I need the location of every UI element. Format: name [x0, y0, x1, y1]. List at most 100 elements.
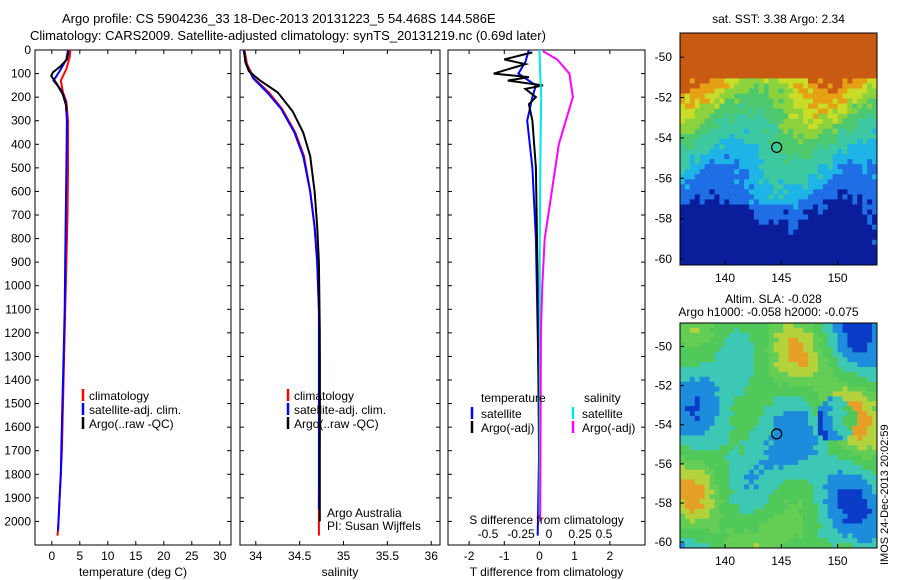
- sla_map-cell: [778, 411, 784, 417]
- sla_map-cell: [694, 386, 701, 392]
- sst_map-cell: [729, 118, 735, 125]
- sst_map-cell: [724, 118, 730, 125]
- sla_map-cell: [709, 411, 715, 417]
- sst_map-cell: [847, 68, 853, 74]
- sla_map-cell: [867, 332, 873, 339]
- sla_map-cell: [709, 425, 715, 432]
- sst_map-cell: [827, 194, 834, 200]
- sst_map-cell: [788, 189, 794, 195]
- sst_map-cell: [729, 98, 735, 105]
- sst_map-cell: [699, 149, 706, 155]
- sst_map-cell: [803, 214, 809, 221]
- sla_map-cell: [842, 489, 848, 495]
- sst_map-cell: [724, 108, 730, 115]
- sst_map-cell: [842, 48, 848, 54]
- sst_map-cell: [852, 128, 858, 135]
- sst_map-cell: [739, 219, 745, 226]
- sla_map-cell: [788, 420, 794, 427]
- sla_map-cell: [842, 518, 848, 524]
- sst_map-cell: [739, 209, 745, 215]
- sla_map-cell: [803, 386, 809, 392]
- sla_map-cell: [822, 411, 829, 417]
- sst_map-cell: [857, 184, 863, 190]
- sst_map-cell: [709, 83, 715, 89]
- sla_map-cell: [744, 371, 750, 378]
- sst_map-cell: [699, 133, 706, 140]
- sst_map-cell: [758, 128, 765, 135]
- sst_map-cell: [714, 68, 720, 74]
- sla_map-cell: [724, 445, 730, 451]
- sst_map-cell: [689, 48, 696, 54]
- sst_map-cell: [739, 204, 745, 210]
- sla_map-cell: [694, 435, 701, 441]
- sst_map-cell: [684, 239, 691, 246]
- sla_map-cell: [709, 528, 715, 534]
- sla_map-cell: [793, 411, 799, 417]
- sla_map-cell: [808, 357, 814, 363]
- sst_map-cell: [788, 133, 794, 140]
- sst_map-cell: [842, 194, 848, 200]
- sla_map-cell: [773, 347, 779, 353]
- sst_map-cell: [808, 128, 814, 135]
- sst_map-cell: [689, 179, 696, 185]
- sst_map-cell: [744, 118, 750, 125]
- sla_map-cell: [709, 327, 715, 334]
- sst_map-cell: [763, 159, 770, 165]
- sst_map-cell: [719, 149, 725, 155]
- sla_map-cell: [694, 425, 701, 432]
- sst_map-cell: [709, 43, 715, 49]
- sla_map-cell: [680, 332, 686, 339]
- sst_map-cell: [684, 48, 691, 54]
- sla_map-cell: [808, 332, 814, 339]
- sla_map-cell: [748, 494, 755, 500]
- sla_map-cell: [798, 543, 804, 549]
- sla_map-cell: [680, 386, 686, 392]
- sla_map-cell: [872, 543, 878, 549]
- sla_map-cell: [694, 533, 701, 539]
- sla_map-cell: [729, 323, 735, 329]
- sst_map-cell: [832, 138, 838, 145]
- sla_map-cell: [739, 327, 745, 334]
- sst_map-cell: [719, 63, 725, 69]
- sst_map-cell: [842, 174, 848, 180]
- sst_map-cell: [744, 38, 750, 44]
- sst_map-cell: [744, 108, 750, 115]
- sst_map-cell: [778, 224, 784, 231]
- sst_map-cell: [699, 83, 706, 89]
- diff-top-xlabel: S difference from climatology: [469, 513, 624, 527]
- sst_map-cell: [744, 219, 750, 226]
- sst_map-cell: [773, 174, 779, 180]
- sla_map-cell: [689, 381, 696, 387]
- timestamp-label: IMOS 24-Dec-2013 20:02:59: [879, 424, 891, 565]
- sst_map-cell: [744, 128, 750, 135]
- sst_map-cell: [832, 224, 838, 231]
- sst_map-cell: [753, 209, 760, 215]
- sla_map-cell: [852, 337, 858, 343]
- sst_map-cell: [793, 259, 799, 266]
- sla_map-cell: [724, 518, 730, 524]
- sst_map-cell: [748, 63, 755, 69]
- sst_map-cell: [857, 254, 863, 261]
- sla_map-cell: [837, 464, 843, 471]
- sla_map-cell: [793, 464, 799, 471]
- sla_map-cell: [798, 337, 804, 343]
- sst_map-cell: [832, 78, 838, 84]
- sst_map-cell: [872, 204, 878, 210]
- sla_map-cell: [842, 543, 848, 549]
- sst_map-cell: [694, 63, 701, 69]
- sst_map-cell: [768, 209, 774, 215]
- sla_map-cell: [768, 494, 774, 500]
- sst_map-cell: [798, 118, 804, 125]
- sla_map-cell: [827, 543, 834, 549]
- sst_map-cell: [739, 159, 745, 165]
- sst_map-cell: [768, 259, 774, 266]
- sla_map-cell: [847, 494, 853, 500]
- sla_map-cell: [680, 367, 686, 373]
- sla_map-cell: [867, 376, 873, 383]
- sst_map-cell: [680, 154, 686, 160]
- sla_map-cell: [704, 357, 710, 363]
- sst_map-cell: [812, 204, 819, 210]
- salinity-annotation: PI: Susan Wijffels: [327, 519, 421, 533]
- sst_map-cell: [798, 68, 804, 74]
- sla_map-cell: [694, 518, 701, 524]
